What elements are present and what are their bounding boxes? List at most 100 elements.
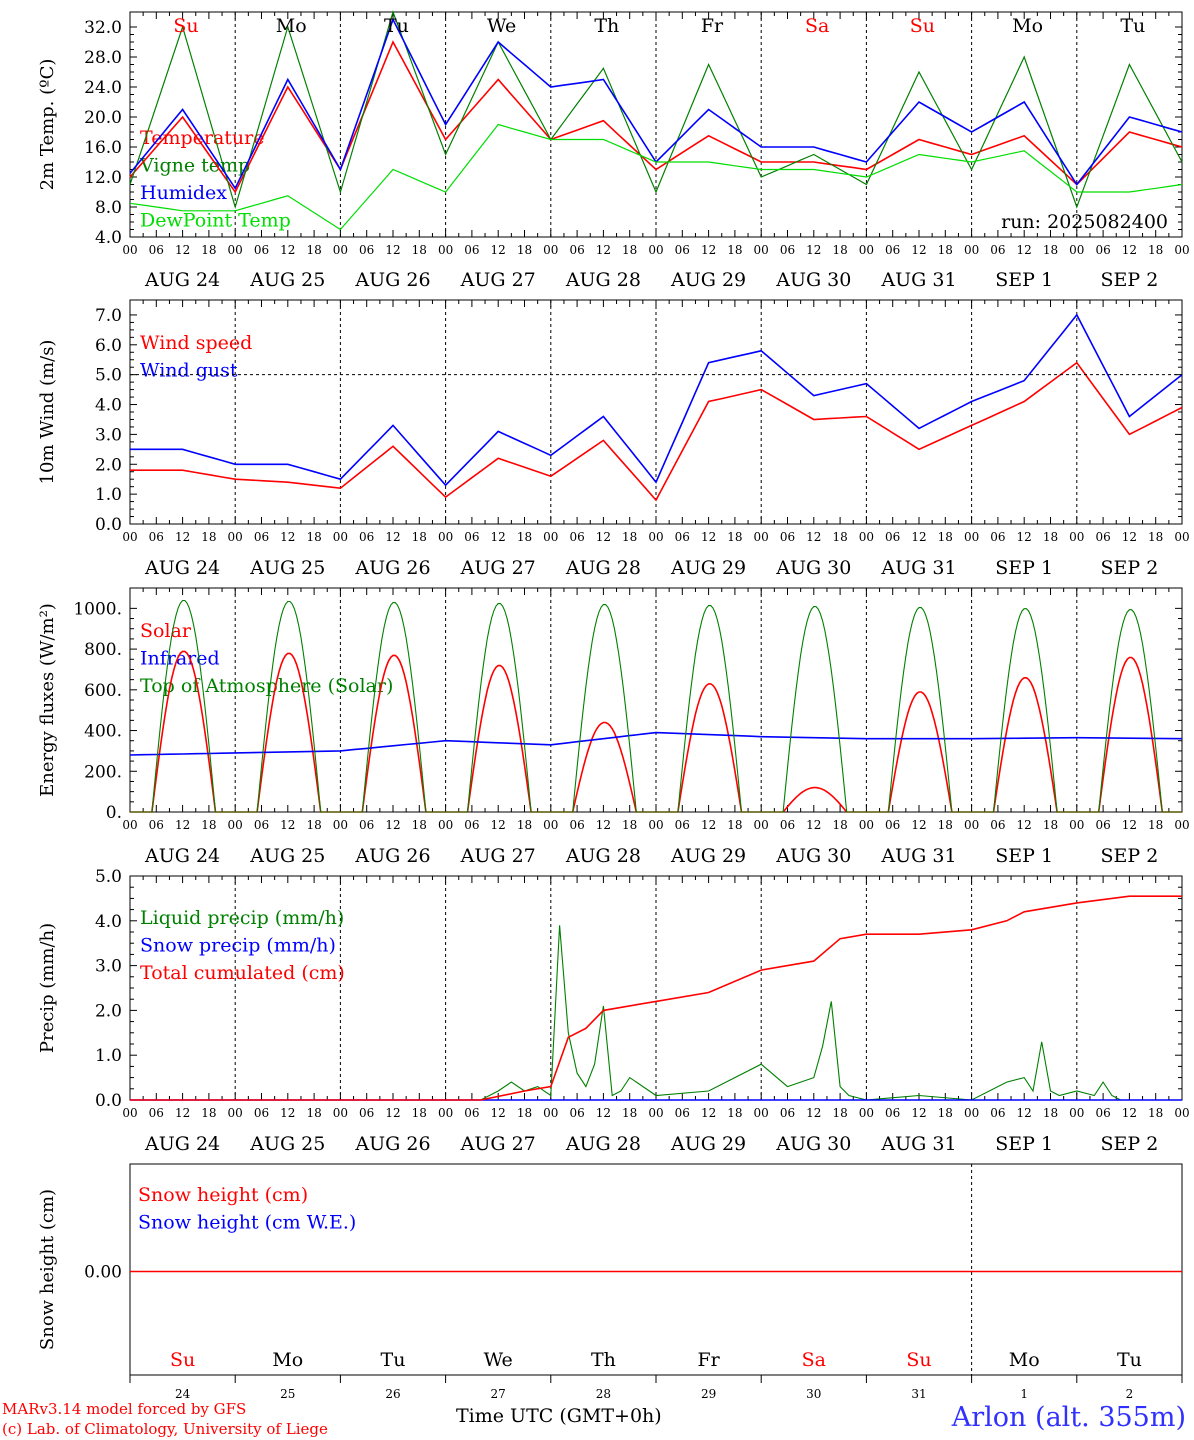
y-tick-label: 600. (84, 681, 122, 701)
hour-tick-label: 06 (675, 243, 690, 257)
hour-tick-label: 12 (175, 1106, 190, 1120)
y-tick-label: 1.0 (95, 485, 122, 505)
hour-tick-label: 18 (412, 243, 427, 257)
hour-tick-label: 06 (990, 818, 1005, 832)
hour-tick-label: 00 (859, 243, 874, 257)
date-label: AUG 27 (460, 845, 536, 867)
series-total-cumulated-cm- (130, 895, 1182, 1101)
legend-wind-speed: Wind speed (140, 332, 252, 354)
series-top-of-atmosphere-solar- (130, 599, 1182, 813)
hour-tick-label: 18 (1148, 1106, 1163, 1120)
hour-tick-label: 00 (754, 1106, 769, 1120)
hour-tick-label: 00 (859, 530, 874, 544)
hour-tick-label: 00 (859, 1106, 874, 1120)
hour-tick-label: 00 (228, 243, 243, 257)
hour-tick-label: 12 (701, 1106, 716, 1120)
hour-tick-label: 00 (754, 243, 769, 257)
hour-tick-label: 12 (385, 1106, 400, 1120)
time-axis-label: Time UTC (GMT+0h) (456, 1405, 662, 1427)
hour-tick-label: 06 (464, 1106, 479, 1120)
hour-tick-label: 06 (780, 530, 795, 544)
hour-tick-label: 18 (412, 1106, 427, 1120)
y-tick-label: 4.0 (95, 228, 122, 248)
date-label: AUG 30 (775, 557, 851, 579)
hour-tick-label: 18 (938, 530, 953, 544)
date-label: AUG 30 (775, 269, 851, 291)
date-label: SEP 1 (995, 1133, 1053, 1155)
run-label: run: 2025082400 (1001, 211, 1168, 233)
weekday-label: We (487, 15, 516, 37)
hour-tick-label: 06 (464, 818, 479, 832)
y-tick-label: 5.0 (95, 867, 122, 887)
day-number-label: 1 (1020, 1387, 1028, 1401)
hour-tick-label: 18 (622, 243, 637, 257)
hour-tick-label: 00 (648, 818, 663, 832)
date-label: AUG 31 (880, 269, 956, 291)
y-tick-label: 0.0 (95, 1091, 122, 1111)
hour-tick-label: 18 (938, 1106, 953, 1120)
hour-tick-label: 12 (1122, 243, 1137, 257)
hour-tick-label: 18 (201, 530, 216, 544)
hour-tick-label: 06 (149, 1106, 164, 1120)
date-label: SEP 1 (995, 845, 1053, 867)
hour-tick-label: 06 (254, 1106, 269, 1120)
series-vigne-temp (129, 10, 1183, 210)
series-temperature (129, 40, 1183, 194)
day-number-label: 25 (280, 1387, 295, 1401)
legend-vigne-temp: Vigne temp (139, 155, 250, 177)
y-tick-label: 16.0 (84, 138, 122, 158)
hour-tick-label: 18 (727, 530, 742, 544)
hour-tick-label: 06 (464, 530, 479, 544)
date-label: AUG 28 (565, 845, 641, 867)
hour-tick-label: 18 (306, 1106, 321, 1120)
weekday-label: Su (173, 15, 198, 37)
hour-tick-label: 06 (990, 1106, 1005, 1120)
legend-infrared: Infrared (140, 648, 220, 670)
hour-tick-label: 18 (201, 243, 216, 257)
date-label: AUG 29 (670, 845, 746, 867)
date-label: SEP 2 (1100, 1133, 1158, 1155)
weekday-label: Su (170, 1349, 195, 1371)
day-number-label: 31 (911, 1387, 926, 1401)
station-name: Arlon (alt. 355m) (951, 1402, 1186, 1433)
hour-tick-label: 12 (701, 818, 716, 832)
date-label: AUG 24 (144, 557, 220, 579)
hour-tick-label: 06 (885, 243, 900, 257)
weekday-label: We (484, 1349, 513, 1371)
date-label: AUG 28 (565, 557, 641, 579)
weekday-label: Tu (1120, 15, 1145, 37)
hour-tick-label: 12 (806, 1106, 821, 1120)
hour-tick-label: 18 (622, 1106, 637, 1120)
weekday-label: Mo (1012, 15, 1043, 37)
hour-tick-label: 12 (385, 818, 400, 832)
y-tick-label: 800. (84, 640, 122, 660)
weekday-label: Tu (384, 15, 409, 37)
weekday-label: Tu (1117, 1349, 1142, 1371)
hour-tick-label: 12 (1122, 818, 1137, 832)
hour-tick-label: 06 (1095, 818, 1110, 832)
y-tick-label: 0.00 (84, 1263, 122, 1283)
weekday-label: Fr (701, 15, 724, 37)
weekday-label: Fr (697, 1349, 720, 1371)
day-number-label: 29 (701, 1387, 716, 1401)
weekday-label: Su (906, 1349, 931, 1371)
hour-tick-label: 06 (359, 818, 374, 832)
date-label: AUG 28 (565, 1133, 641, 1155)
y-tick-label: 12.0 (84, 168, 122, 188)
y-tick-label: 3.0 (95, 425, 122, 445)
hour-tick-label: 12 (491, 818, 506, 832)
date-label: AUG 30 (775, 1133, 851, 1155)
y-tick-label: 200. (84, 762, 122, 782)
hour-tick-label: 18 (832, 243, 847, 257)
hour-tick-label: 12 (175, 530, 190, 544)
date-label: AUG 27 (460, 1133, 536, 1155)
y-tick-label: 3.0 (95, 957, 122, 977)
hour-tick-label: 00 (1069, 530, 1084, 544)
hour-tick-label: 06 (885, 530, 900, 544)
legend-dewpoint-temp: DewPoint Temp (140, 210, 291, 232)
hour-tick-label: 12 (280, 530, 295, 544)
hour-tick-label: 12 (911, 1106, 926, 1120)
model-credit: MARv3.14 model forced by GFS (2, 1400, 247, 1418)
y-tick-label: 32.0 (84, 18, 122, 38)
weekday-label: Th (594, 15, 619, 37)
